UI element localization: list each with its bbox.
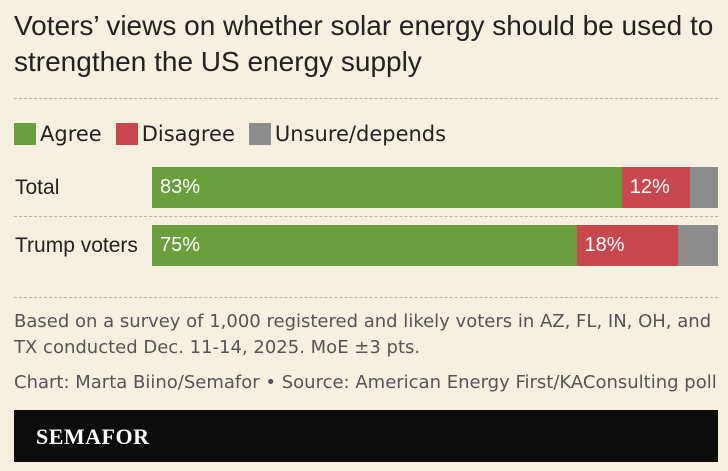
notes-separator (14, 297, 718, 298)
bar-segment-total-disagree (621, 167, 690, 208)
credit-note: Chart: Marta Biino/Semafor • Source: Ame… (14, 372, 717, 393)
legend-swatch-unsure (248, 123, 271, 145)
legend-item-agree: Agree (14, 122, 102, 146)
chart-title: Voters’ views on whether solar energy sh… (14, 10, 714, 77)
brand-logo: SEMAFOR (36, 424, 150, 449)
legend: Agree Disagree Unsure/depends (14, 121, 460, 147)
bar-segment-trump-unsure (678, 225, 718, 266)
row-label-total: Total (15, 176, 60, 199)
bar-segment-trump-agree (152, 225, 577, 266)
legend-label-agree: Agree (40, 122, 102, 146)
data-label-total-agree: 83% (160, 176, 201, 198)
data-label-trump-agree: 75% (160, 234, 201, 256)
row-label-trump-voters: Trump voters (15, 234, 138, 257)
legend-swatch-disagree (115, 123, 138, 145)
brand-footer: SEMAFOR (14, 410, 718, 462)
bar-segment-trump-disagree (576, 225, 679, 266)
row-separator (14, 216, 718, 217)
survey-note: Based on a survey of 1,000 registered an… (14, 311, 712, 358)
legend-swatch-agree (14, 123, 36, 145)
data-label-total-disagree: 12% (629, 176, 670, 198)
title-separator (14, 98, 718, 99)
legend-label-disagree: Disagree (141, 122, 235, 146)
data-label-trump-disagree: 18% (584, 234, 625, 256)
bar-total: 83% 12% (152, 167, 718, 208)
bar-trump-voters: 75% 18% (152, 225, 718, 266)
bar-segment-total-unsure (689, 167, 718, 208)
legend-label-unsure: Unsure/depends (274, 122, 447, 146)
legend-item-disagree: Disagree (115, 122, 235, 146)
legend-item-unsure: Unsure/depends (248, 122, 447, 146)
bar-segment-total-agree (152, 167, 622, 208)
